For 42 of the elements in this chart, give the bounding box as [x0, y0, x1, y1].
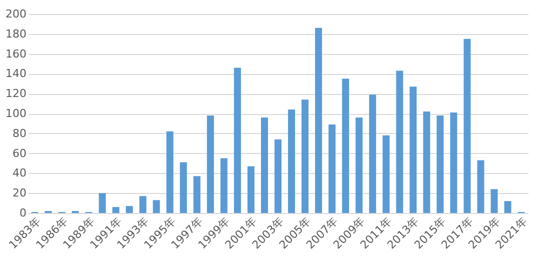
bar — [342, 78, 350, 213]
bar — [450, 112, 458, 213]
bar — [396, 70, 404, 213]
bar — [126, 206, 133, 213]
bar — [464, 38, 471, 213]
bar — [166, 131, 174, 213]
bar — [193, 176, 200, 213]
bar — [288, 110, 296, 213]
bar — [152, 200, 160, 213]
bar — [328, 124, 336, 213]
y-tick-label: 140 — [6, 67, 26, 80]
bar — [260, 117, 268, 213]
bar — [139, 196, 146, 213]
bar — [302, 100, 309, 213]
y-tick-label: 80 — [12, 126, 26, 140]
bar — [504, 201, 512, 213]
y-tick-label: 180 — [6, 27, 26, 40]
bar — [206, 115, 214, 213]
bar — [180, 162, 187, 213]
bar — [98, 193, 106, 213]
bar — [247, 166, 254, 213]
y-tick-label: 60 — [12, 146, 26, 160]
y-tick-label: 200 — [6, 8, 26, 20]
bar — [112, 207, 120, 213]
bar — [490, 189, 498, 213]
bar — [477, 160, 484, 213]
bar — [274, 139, 282, 213]
bar — [410, 86, 417, 213]
bar — [436, 115, 444, 213]
y-tick-label: 120 — [6, 87, 26, 100]
y-tick-label: 160 — [6, 47, 26, 60]
y-tick-label: 20 — [12, 186, 26, 200]
bar — [356, 117, 363, 213]
y-tick-label: 100 — [6, 107, 26, 120]
bar — [220, 158, 228, 213]
y-tick-label: 40 — [12, 166, 26, 180]
bar — [234, 68, 241, 213]
bar — [382, 135, 390, 213]
bar — [315, 28, 322, 213]
y-tick-label: 0 — [20, 206, 26, 220]
bar — [369, 94, 376, 213]
bar — [423, 112, 430, 213]
